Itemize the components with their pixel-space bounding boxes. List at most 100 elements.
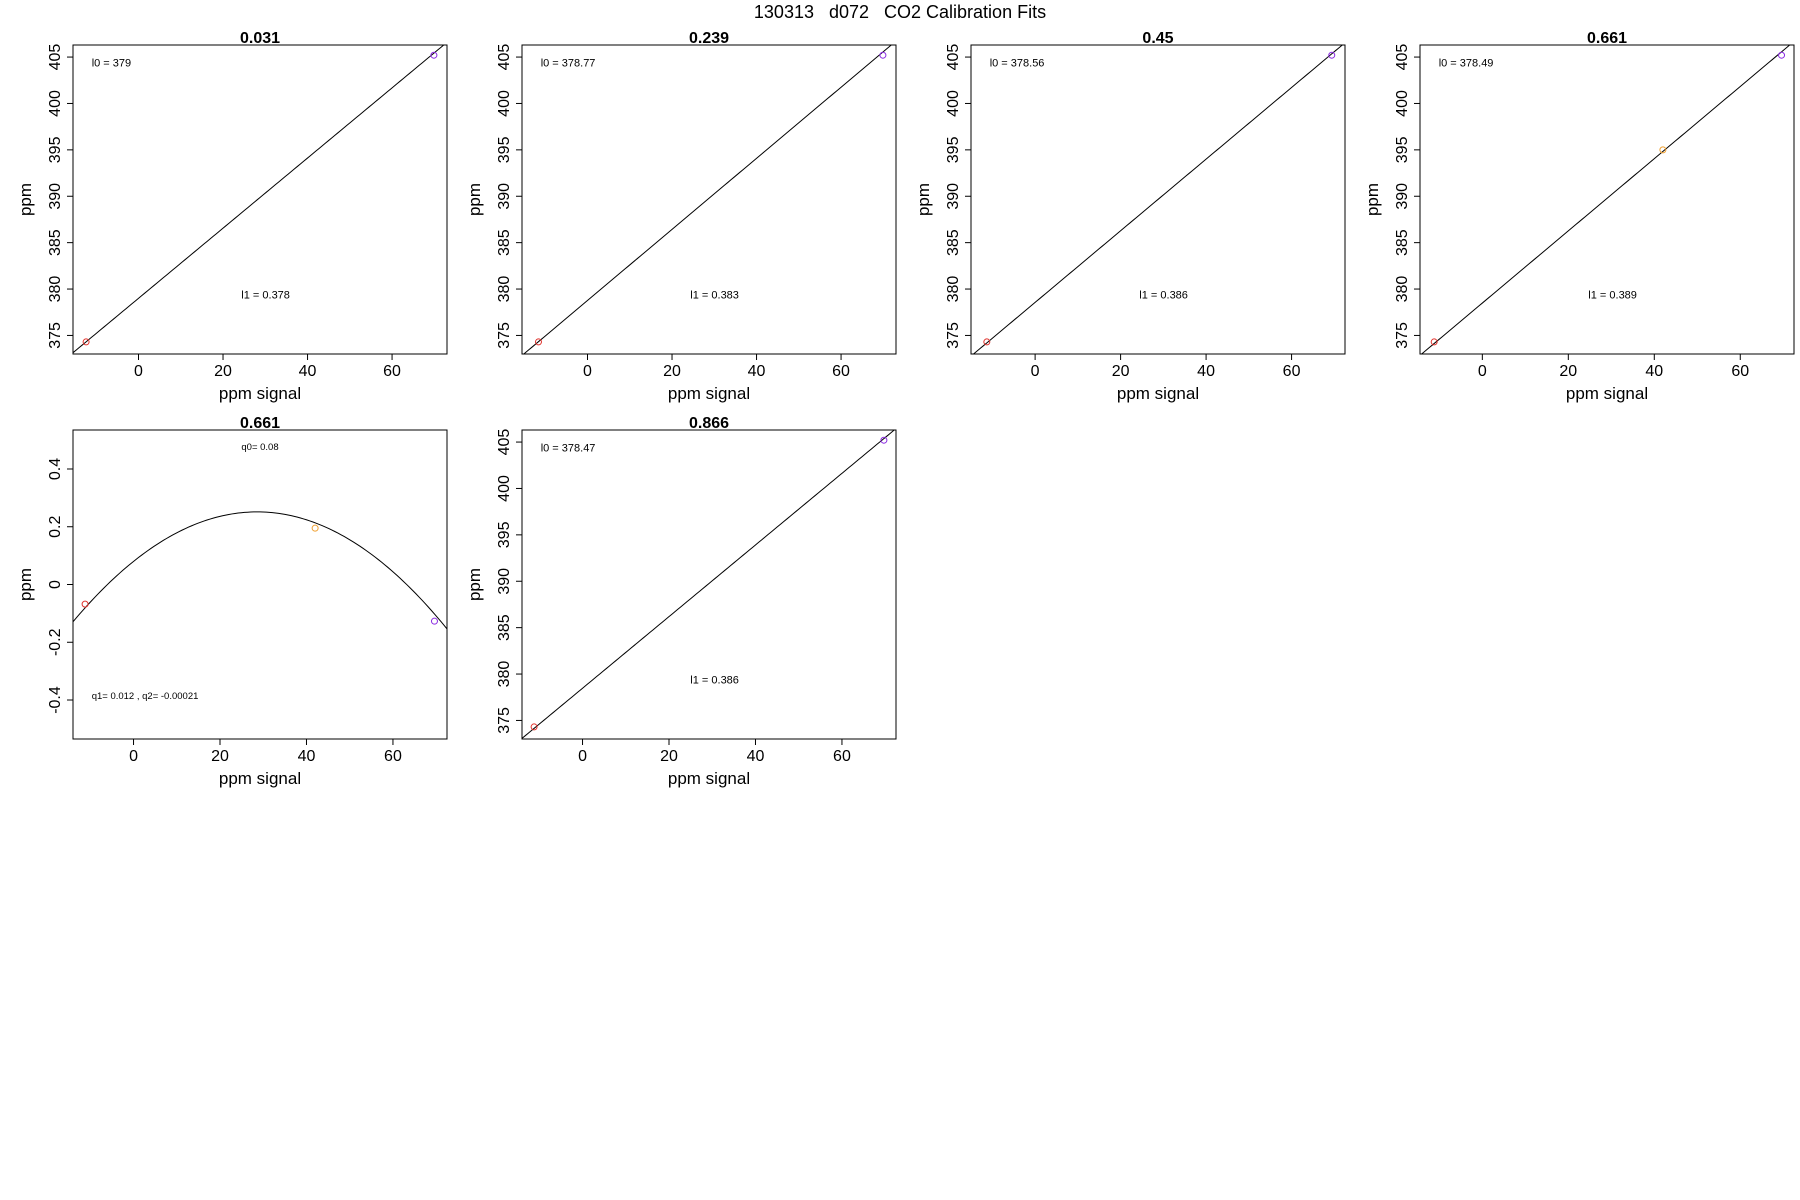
data-point xyxy=(82,338,90,346)
x-tick-label: 20 xyxy=(1112,363,1130,380)
x-tick-label: 0 xyxy=(1031,363,1040,380)
x-tick-label: 40 xyxy=(298,748,316,765)
y-tick-label: 400 xyxy=(496,90,513,117)
data-point xyxy=(880,436,888,444)
y-axis-label: ppm xyxy=(465,568,484,601)
panel-title: 0.031 xyxy=(240,30,280,47)
fit-annotation: l1 = 0.378 xyxy=(241,289,290,301)
y-tick-label: 0 xyxy=(47,580,64,589)
panel-title: 0.45 xyxy=(1142,30,1173,47)
y-tick-label: 395 xyxy=(496,136,513,163)
data-point xyxy=(430,51,438,59)
data-point xyxy=(1430,338,1438,346)
panel-title: 0.866 xyxy=(689,415,729,432)
x-tick-label: 40 xyxy=(748,363,766,380)
y-tick-label: -0.4 xyxy=(47,686,64,714)
x-tick-label: 20 xyxy=(211,748,229,765)
x-tick-label: 40 xyxy=(299,363,317,380)
x-axis-label: ppm signal xyxy=(219,769,301,788)
y-tick-label: 380 xyxy=(47,276,64,303)
y-tick-label: 390 xyxy=(945,183,962,210)
y-tick-label: 380 xyxy=(496,661,513,688)
y-tick-label: 395 xyxy=(496,521,513,548)
y-tick-label: 400 xyxy=(945,90,962,117)
x-tick-label: 40 xyxy=(747,748,765,765)
plot-frame xyxy=(72,44,448,355)
y-tick-label: 375 xyxy=(496,322,513,349)
y-tick-label: -0.2 xyxy=(47,628,64,656)
y-tick-label: 395 xyxy=(1394,136,1411,163)
y-tick-label: 400 xyxy=(1394,90,1411,117)
y-axis-label: ppm xyxy=(914,183,933,216)
y-tick-label: 385 xyxy=(1394,229,1411,256)
x-tick-label: 0 xyxy=(129,748,138,765)
panel-2: 0.239 0 20 40 60 ppm signal 375 380 385 390 395 400… xyxy=(465,30,897,403)
plot-frame xyxy=(521,44,897,355)
y-tick-label: 0.4 xyxy=(47,458,64,480)
fit-annotation: l0 = 379 xyxy=(92,58,131,70)
x-axis-label: ppm signal xyxy=(1566,384,1648,403)
panel-1: 0.031 0 20 40 60 ppm signal 375 380 385 390 395 400… xyxy=(16,30,448,403)
data-point xyxy=(1778,51,1786,59)
x-tick-label: 0 xyxy=(134,363,143,380)
x-tick-label: 60 xyxy=(832,363,850,380)
x-tick-label: 60 xyxy=(1731,363,1749,380)
y-tick-label: 405 xyxy=(945,44,962,71)
x-axis-label: ppm signal xyxy=(668,769,750,788)
y-tick-label: 0.2 xyxy=(47,516,64,538)
fit-annotation: l0 = 378.56 xyxy=(990,58,1045,70)
y-tick-label: 405 xyxy=(496,429,513,456)
y-tick-label: 385 xyxy=(945,229,962,256)
y-tick-label: 385 xyxy=(496,614,513,641)
x-tick-label: 60 xyxy=(384,748,402,765)
panel-title: 0.239 xyxy=(689,30,729,47)
y-tick-label: 385 xyxy=(47,229,64,256)
data-point xyxy=(311,524,319,532)
y-tick-label: 375 xyxy=(945,322,962,349)
data-point xyxy=(430,617,438,625)
x-tick-label: 60 xyxy=(1283,363,1301,380)
fit-line xyxy=(522,430,896,739)
y-tick-label: 380 xyxy=(945,276,962,303)
fit-annotation: l1 = 0.389 xyxy=(1588,289,1637,301)
y-tick-label: 400 xyxy=(47,90,64,117)
data-point xyxy=(534,338,542,346)
x-tick-label: 20 xyxy=(1559,363,1577,380)
fit-line xyxy=(73,511,447,630)
y-tick-label: 405 xyxy=(496,44,513,71)
fit-annotation: l0 = 378.49 xyxy=(1439,58,1494,70)
x-tick-label: 20 xyxy=(214,363,232,380)
data-point xyxy=(879,51,887,59)
fit-annotation: l0 = 378.77 xyxy=(541,58,596,70)
x-axis-label: ppm signal xyxy=(668,384,750,403)
x-tick-label: 60 xyxy=(833,748,851,765)
y-axis-label: ppm xyxy=(1363,183,1382,216)
y-axis-label: ppm xyxy=(16,568,35,601)
data-point xyxy=(1659,146,1667,154)
page-title: 130313 d072 CO2 Calibration Fits xyxy=(753,2,1047,22)
fit-line xyxy=(73,45,445,354)
data-point xyxy=(1328,51,1336,59)
y-tick-label: 385 xyxy=(496,229,513,256)
panel-6: 0.866 0 20 40 60 ppm signal 375 380 385 390 395 400… xyxy=(465,415,897,788)
x-axis-label: ppm signal xyxy=(1117,384,1199,403)
x-tick-label: 0 xyxy=(583,363,592,380)
x-tick-label: 40 xyxy=(1645,363,1663,380)
y-tick-label: 375 xyxy=(47,322,64,349)
data-point xyxy=(530,723,538,731)
x-axis-label: ppm signal xyxy=(219,384,301,403)
fit-line xyxy=(972,45,1344,354)
x-tick-label: 0 xyxy=(578,748,587,765)
fit-line xyxy=(1420,45,1791,354)
x-tick-label: 0 xyxy=(1478,363,1487,380)
y-tick-label: 395 xyxy=(47,136,64,163)
y-axis-label: ppm xyxy=(465,183,484,216)
y-axis-label: ppm xyxy=(16,183,35,216)
data-point xyxy=(983,338,991,346)
panel-title: 0.661 xyxy=(240,415,280,432)
fit-annotation: l1 = 0.386 xyxy=(1139,289,1188,301)
y-tick-label: 390 xyxy=(1394,183,1411,210)
y-tick-label: 395 xyxy=(945,136,962,163)
fit-annotation: l0 = 378.47 xyxy=(541,443,596,455)
